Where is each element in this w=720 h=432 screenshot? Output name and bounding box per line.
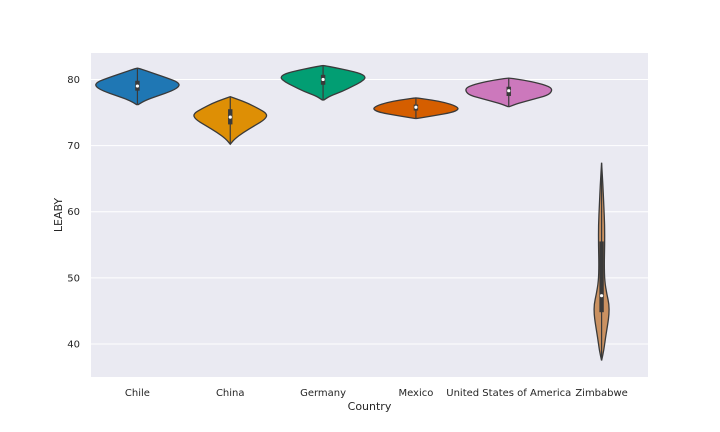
x-tick-label: China — [216, 388, 245, 399]
violin-iqr-box — [599, 241, 604, 313]
y-axis-label: LEABY — [52, 198, 65, 233]
violin-median-dot — [599, 294, 604, 298]
y-tick-label: 70 — [67, 141, 80, 152]
x-tick-label: United States of America — [446, 388, 571, 399]
y-tick-label: 50 — [67, 273, 80, 284]
violin-median-dot — [228, 115, 232, 119]
plot-area — [91, 53, 648, 377]
grid-lines — [91, 78, 648, 345]
violins — [95, 64, 610, 361]
x-tick-labels: Chile China Germany Mexico United States of … — [125, 388, 628, 399]
y-tick-labels: 40 50 60 70 80 — [67, 75, 80, 350]
violin-median-dot — [507, 89, 511, 93]
y-tick-label: 80 — [67, 75, 80, 86]
violin-median-dot — [321, 77, 325, 82]
x-tick-label: Chile — [125, 388, 150, 399]
y-tick-label: 40 — [67, 339, 80, 350]
y-tick-label: 60 — [67, 207, 80, 218]
x-tick-label: Zimbabwe — [575, 388, 628, 399]
violin-median-dot — [135, 84, 140, 88]
x-tick-label: Mexico — [398, 388, 433, 399]
x-axis-label: Country — [348, 400, 392, 413]
x-tick-label: Germany — [300, 388, 346, 399]
violin-median-dot — [414, 105, 418, 109]
